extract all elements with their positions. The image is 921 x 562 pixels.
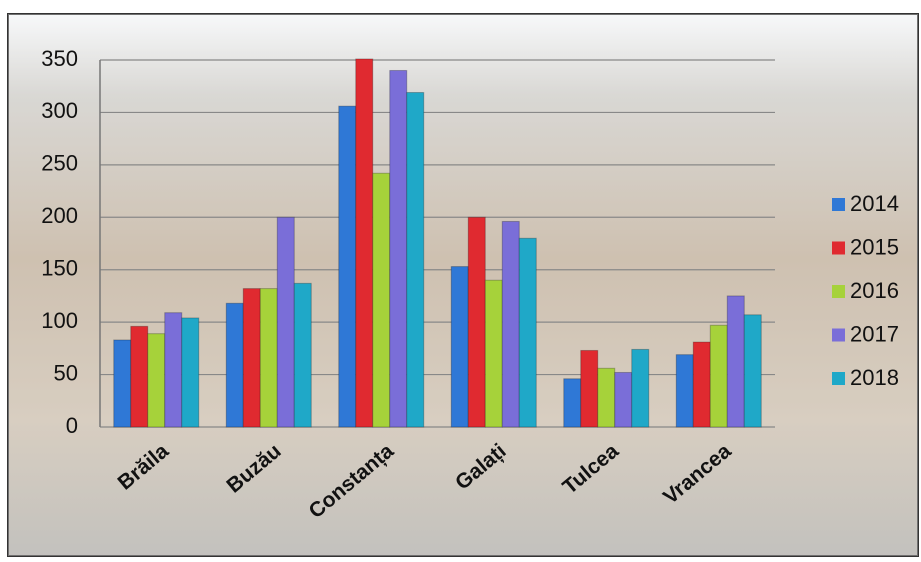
legend-swatch <box>832 241 845 255</box>
bar <box>406 92 425 428</box>
bar <box>276 216 295 428</box>
y-tick-label: 250 <box>41 151 78 176</box>
legend-label: 2016 <box>850 278 899 303</box>
bar <box>467 216 486 428</box>
bar <box>614 371 633 428</box>
bar <box>450 266 469 428</box>
bar <box>631 348 650 428</box>
y-tick-label: 50 <box>54 360 78 385</box>
bar <box>164 312 183 428</box>
bar <box>389 69 408 428</box>
bar <box>501 220 520 428</box>
legend-swatch <box>832 328 845 342</box>
bar <box>338 105 357 428</box>
y-tick-label: 200 <box>41 203 78 228</box>
bar <box>113 339 132 428</box>
legend-swatch <box>832 372 845 385</box>
bar <box>181 317 200 428</box>
y-tick-label: 150 <box>41 256 78 281</box>
legend-label: 2015 <box>850 234 899 259</box>
legend-label: 2014 <box>850 191 899 216</box>
bar <box>372 172 391 428</box>
legend-swatch <box>832 285 845 298</box>
bar <box>692 341 711 428</box>
bar <box>580 349 599 428</box>
bar <box>709 324 728 428</box>
legend-label: 2018 <box>850 365 899 390</box>
legend-label: 2017 <box>850 321 899 346</box>
bar <box>484 279 503 428</box>
y-tick-label: 350 <box>41 46 78 71</box>
bar <box>355 58 374 428</box>
y-tick-label: 0 <box>66 413 78 438</box>
bar <box>259 288 278 428</box>
legend-swatch <box>832 198 845 211</box>
bar <box>597 367 616 428</box>
bar <box>518 237 537 428</box>
bar <box>743 314 762 428</box>
bar <box>147 333 166 428</box>
bar <box>563 378 582 428</box>
y-tick-label: 100 <box>41 308 78 333</box>
bar <box>130 325 149 428</box>
bar <box>726 295 745 428</box>
y-tick-label: 300 <box>41 98 78 123</box>
bar <box>293 282 312 428</box>
bar <box>225 302 244 428</box>
bar <box>675 354 694 428</box>
bar <box>242 288 261 428</box>
